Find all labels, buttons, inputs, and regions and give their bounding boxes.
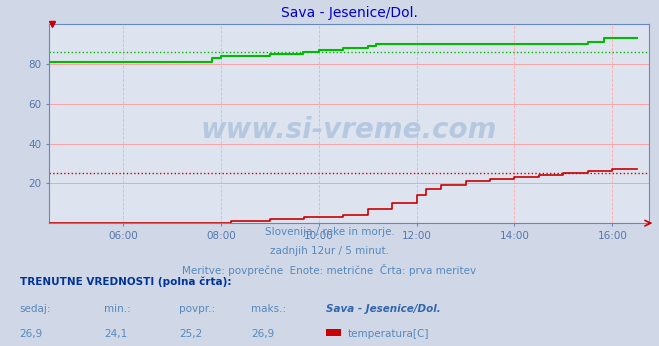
- Text: 24,1: 24,1: [104, 329, 128, 339]
- Text: maks.:: maks.:: [251, 304, 287, 315]
- Text: Sava - Jesenice/Dol.: Sava - Jesenice/Dol.: [326, 304, 441, 315]
- Bar: [326, 329, 341, 336]
- Text: www.si-vreme.com: www.si-vreme.com: [201, 116, 498, 144]
- Text: TRENUTNE VREDNOSTI (polna črta):: TRENUTNE VREDNOSTI (polna črta):: [20, 277, 231, 287]
- Text: sedaj:: sedaj:: [20, 304, 51, 315]
- Text: povpr.:: povpr.:: [179, 304, 215, 315]
- Text: 26,9: 26,9: [251, 329, 275, 339]
- Text: zadnjih 12ur / 5 minut.: zadnjih 12ur / 5 minut.: [270, 246, 389, 256]
- Text: 25,2: 25,2: [179, 329, 203, 339]
- Text: Slovenija / reke in morje.: Slovenija / reke in morje.: [264, 227, 395, 237]
- Title: Sava - Jesenice/Dol.: Sava - Jesenice/Dol.: [281, 6, 418, 20]
- Text: Meritve: povprečne  Enote: metrične  Črta: prva meritev: Meritve: povprečne Enote: metrične Črta:…: [183, 264, 476, 276]
- Text: 26,9: 26,9: [20, 329, 43, 339]
- Text: temperatura[C]: temperatura[C]: [348, 329, 429, 339]
- Text: min.:: min.:: [104, 304, 131, 315]
